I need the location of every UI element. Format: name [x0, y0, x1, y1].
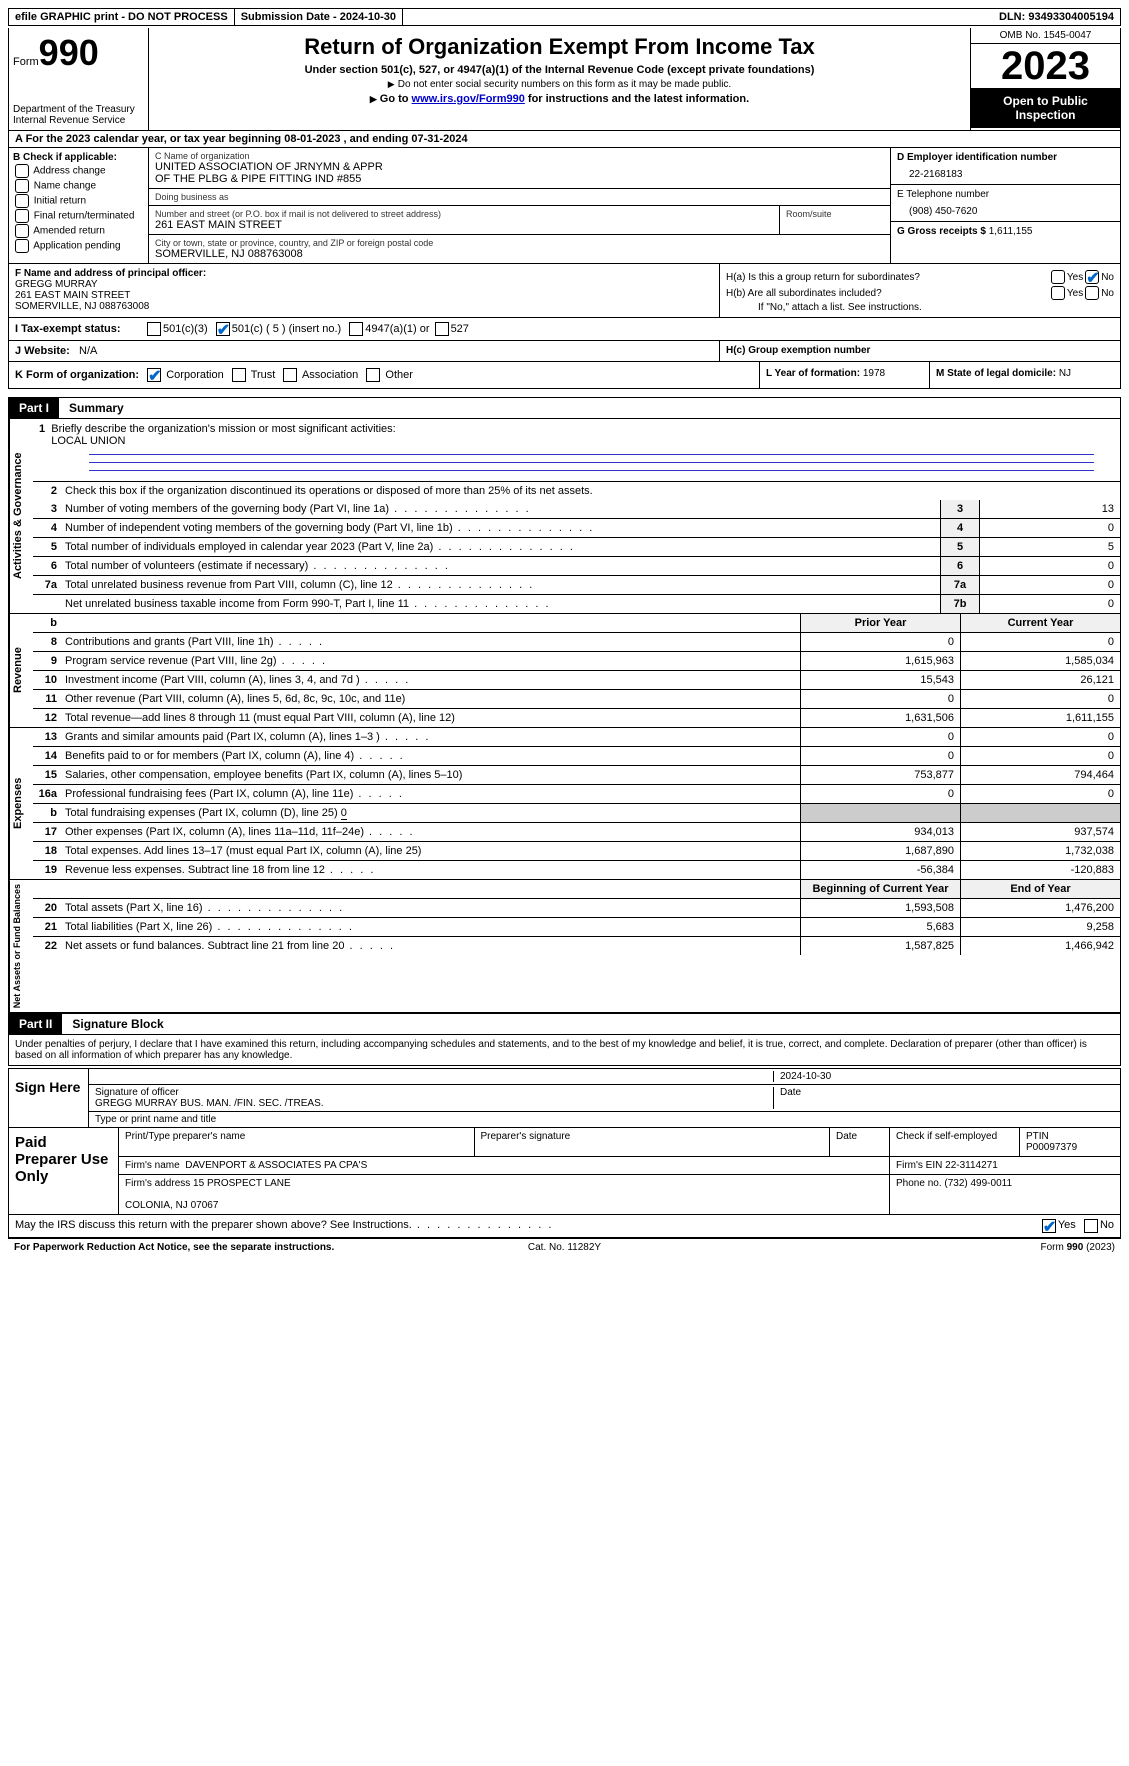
- v5: 5: [980, 538, 1120, 556]
- irs-link[interactable]: www.irs.gov/Form990: [412, 93, 525, 105]
- dln: DLN: 93493304005194: [993, 9, 1120, 25]
- top-bar: efile GRAPHIC print - DO NOT PROCESS Sub…: [8, 8, 1121, 26]
- paid-preparer-label: Paid Preparer Use Only: [9, 1128, 119, 1214]
- officer-sig-name: GREGG MURRAY BUS. MAN. /FIN. SEC. /TREAS…: [95, 1098, 324, 1109]
- hb-yes[interactable]: [1051, 286, 1065, 300]
- org-name: UNITED ASSOCIATION OF JRNYMN & APPR OF T…: [155, 161, 884, 185]
- chk-other[interactable]: [366, 368, 380, 382]
- ptin: P00097379: [1026, 1142, 1077, 1153]
- phone-label: E Telephone number: [897, 189, 1114, 200]
- sig-date: 2024-10-30: [774, 1071, 1114, 1082]
- mission: LOCAL UNION: [51, 435, 125, 447]
- instructions-link-row: Go to www.irs.gov/Form990 for instructio…: [155, 93, 964, 105]
- v7b: 0: [980, 595, 1120, 613]
- ha-no[interactable]: [1085, 270, 1099, 284]
- vtab-revenue: Revenue: [9, 614, 33, 727]
- chk-initial-return[interactable]: [15, 194, 29, 208]
- hb-no[interactable]: [1085, 286, 1099, 300]
- website: N/A: [79, 345, 97, 357]
- form-org-label: K Form of organization:: [15, 369, 139, 381]
- org-name-label: C Name of organization: [155, 151, 884, 161]
- officer-name: GREGG MURRAY: [15, 279, 713, 290]
- chk-501c[interactable]: [216, 322, 230, 336]
- ssn-warning: Do not enter social security numbers on …: [155, 79, 964, 90]
- hb-label: H(b) Are all subordinates included?: [726, 288, 1049, 299]
- part1-header: Part ISummary: [8, 397, 1121, 419]
- form-footer: Form 990 (2023): [748, 1242, 1115, 1253]
- officer-address: 261 EAST MAIN STREET SOMERVILLE, NJ 0887…: [15, 290, 713, 312]
- efile-label: efile GRAPHIC print - DO NOT PROCESS: [9, 9, 235, 25]
- chk-corp[interactable]: [147, 368, 161, 382]
- ein-label: D Employer identification number: [897, 152, 1114, 163]
- form-subtitle: Under section 501(c), 527, or 4947(a)(1)…: [155, 64, 964, 76]
- chk-527[interactable]: [435, 322, 449, 336]
- line3: Number of voting members of the governin…: [61, 500, 940, 518]
- tax-status-label: I Tax-exempt status:: [15, 323, 145, 335]
- chk-assoc[interactable]: [283, 368, 297, 382]
- part2-header: Part IISignature Block: [8, 1013, 1121, 1035]
- dept-label: Department of the Treasury Internal Reve…: [13, 104, 144, 126]
- v3: 13: [980, 500, 1120, 518]
- current-year-hdr: Current Year: [960, 614, 1120, 632]
- form-number: 990: [39, 32, 99, 74]
- website-label: J Website:: [15, 345, 73, 357]
- state-domicile: NJ: [1059, 368, 1071, 379]
- paperwork-notice: For Paperwork Reduction Act Notice, see …: [14, 1242, 381, 1253]
- v4: 0: [980, 519, 1120, 537]
- year-formation: 1978: [863, 368, 885, 379]
- dba-label: Doing business as: [155, 192, 884, 202]
- row-a-tax-year: A For the 2023 calendar year, or tax yea…: [8, 131, 1121, 148]
- tax-year: 2023: [971, 44, 1120, 88]
- hb-note: If "No," attach a list. See instructions…: [726, 302, 1114, 313]
- hc-label: H(c) Group exemption number: [726, 345, 870, 356]
- chk-amended[interactable]: [15, 224, 29, 238]
- form-label: Form: [13, 56, 39, 68]
- officer-label: F Name and address of principal officer:: [15, 268, 713, 279]
- chk-501c3[interactable]: [147, 322, 161, 336]
- chk-app-pending[interactable]: [15, 239, 29, 253]
- discuss-no[interactable]: [1084, 1219, 1098, 1233]
- city-label: City or town, state or province, country…: [155, 238, 884, 248]
- vtab-netassets: Net Assets or Fund Balances: [9, 880, 33, 1012]
- firm-phone: (732) 499-0011: [944, 1178, 1012, 1189]
- discuss-yes[interactable]: [1042, 1219, 1056, 1233]
- ein: 22-2168183: [897, 163, 1114, 180]
- room-label: Room/suite: [786, 209, 884, 219]
- form-header: Form990 Department of the Treasury Inter…: [8, 28, 1121, 131]
- vtab-expenses: Expenses: [9, 728, 33, 879]
- chk-4947[interactable]: [349, 322, 363, 336]
- v7a: 0: [980, 576, 1120, 594]
- submission-date: Submission Date - 2024-10-30: [235, 9, 403, 25]
- gross-receipts: 1,611,155: [989, 226, 1033, 237]
- city-state-zip: SOMERVILLE, NJ 088763008: [155, 248, 884, 260]
- omb-number: OMB No. 1545-0047: [971, 28, 1120, 44]
- chk-trust[interactable]: [232, 368, 246, 382]
- firm-ein: 22-3114271: [945, 1160, 998, 1171]
- section-b-checkboxes: B Check if applicable: Address change Na…: [9, 148, 149, 263]
- ha-yes[interactable]: [1051, 270, 1065, 284]
- addr-label: Number and street (or P.O. box if mail i…: [155, 209, 773, 219]
- form-title: Return of Organization Exempt From Incom…: [155, 34, 964, 60]
- sign-here-label: Sign Here: [9, 1069, 89, 1127]
- chk-name-change[interactable]: [15, 179, 29, 193]
- vtab-governance: Activities & Governance: [9, 419, 33, 613]
- penalty-statement: Under penalties of perjury, I declare th…: [8, 1035, 1121, 1066]
- cat-no: Cat. No. 11282Y: [381, 1242, 748, 1253]
- chk-address-change[interactable]: [15, 164, 29, 178]
- firm-name: DAVENPORT & ASSOCIATES PA CPA'S: [185, 1160, 367, 1171]
- phone: (908) 450-7620: [897, 200, 1114, 217]
- street-address: 261 EAST MAIN STREET: [155, 219, 773, 231]
- prior-year-hdr: Prior Year: [800, 614, 960, 632]
- chk-final-return[interactable]: [15, 209, 29, 223]
- v6: 0: [980, 557, 1120, 575]
- gross-receipts-label: G Gross receipts $: [897, 226, 989, 237]
- discuss-question: May the IRS discuss this return with the…: [15, 1219, 1040, 1233]
- ha-label: H(a) Is this a group return for subordin…: [726, 272, 1049, 283]
- type-name-label: Type or print name and title: [89, 1112, 1120, 1127]
- open-inspection: Open to Public Inspection: [971, 88, 1120, 128]
- line1-label: Briefly describe the organization's miss…: [51, 423, 395, 435]
